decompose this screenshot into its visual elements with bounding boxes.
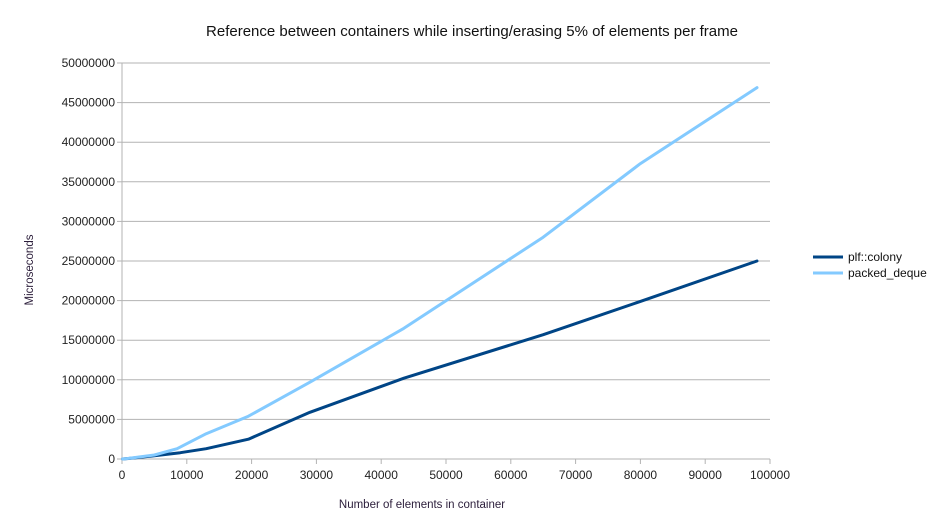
- y-tick-label: 45000000: [62, 96, 116, 110]
- series-line-1: [121, 86, 759, 461]
- series-lines: [121, 86, 759, 461]
- y-tick-label: 5000000: [68, 412, 115, 426]
- y-tick-label: 35000000: [62, 175, 116, 189]
- x-tick-label: 80000: [624, 468, 658, 482]
- x-tick-labels: 0 10000 20000 30000 40000 50000 60000 70000 8000…: [119, 468, 791, 482]
- chart-title: Reference between containers while inser…: [206, 23, 738, 40]
- x-axis-label: Number of elements in container: [339, 499, 505, 511]
- x-tick-label: 50000: [429, 468, 463, 482]
- x-tick-label: 30000: [300, 468, 334, 482]
- y-tick-label: 50000000: [62, 56, 116, 70]
- legend-label: packed_deque: [848, 266, 927, 280]
- x-tick-label: 40000: [365, 468, 399, 482]
- y-axis-label: Microseconds: [24, 234, 36, 305]
- x-tick-label: 0: [119, 468, 126, 482]
- y-tick-label: 15000000: [62, 333, 116, 347]
- axes: [117, 62, 771, 464]
- x-tick-label: 60000: [494, 468, 528, 482]
- x-tick-label: 20000: [235, 468, 269, 482]
- gridlines: [122, 62, 770, 420]
- x-tick-label: 10000: [170, 468, 204, 482]
- x-tick-label: 90000: [689, 468, 723, 482]
- y-tick-labels: 0 5000000 10000000 15000000 20000000 25000000…: [62, 56, 116, 466]
- y-tick-label: 40000000: [62, 135, 116, 149]
- x-tick-label: 100000: [750, 468, 790, 482]
- y-tick-label: 25000000: [62, 254, 116, 268]
- legend-label: plf::colony: [848, 250, 902, 264]
- x-tick-label: 70000: [559, 468, 593, 482]
- y-tick-label: 10000000: [62, 373, 116, 387]
- y-tick-label: 30000000: [62, 214, 116, 228]
- y-tick-label: 20000000: [62, 294, 116, 308]
- y-tick-label: 0: [108, 452, 115, 466]
